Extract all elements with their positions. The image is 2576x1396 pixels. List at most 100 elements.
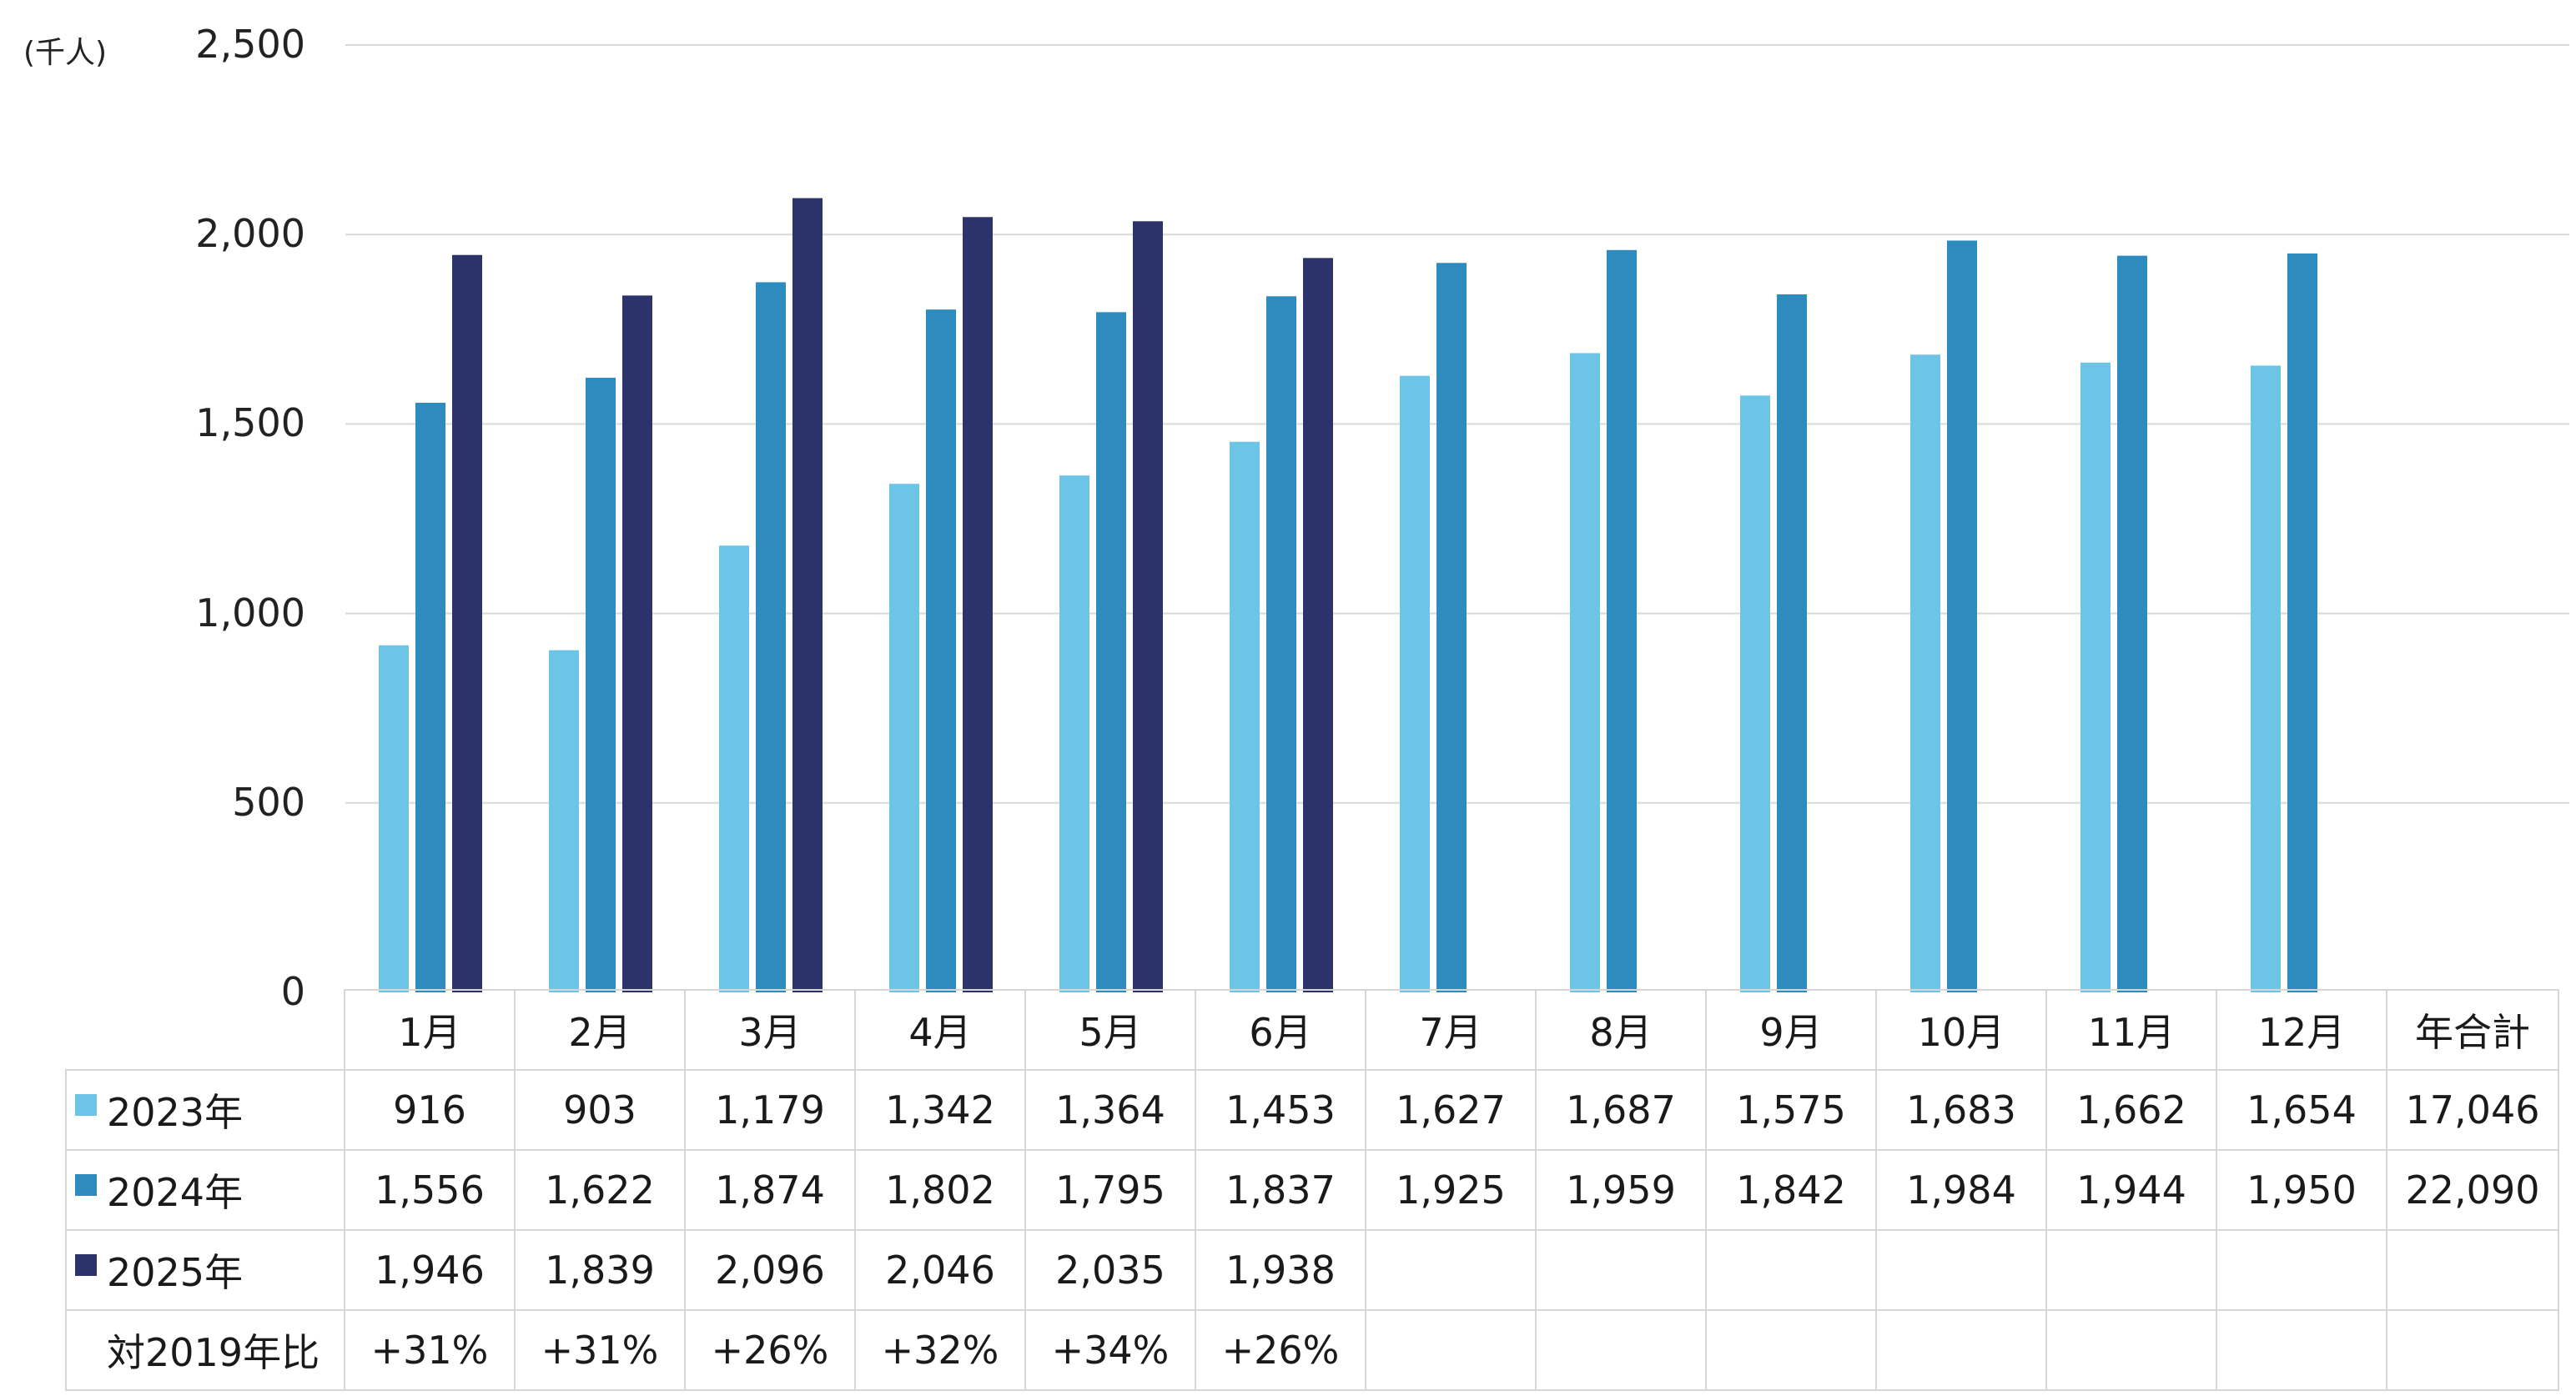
table-header-cell: 6月 [1195,989,1366,1071]
table-cell: +31% [344,1309,516,1391]
table-corner [66,990,345,1071]
data-table: 1月 2月 3月 4月 5月 6月 7月 8月 9月 10月 11月 12月 年合計 2023年 916 90… [65,989,2559,1391]
table-cell: 2,035 [1024,1229,1196,1311]
bar-2023年-11月 [2080,362,2111,992]
bar-2024年-11月 [2117,255,2147,992]
table-cell: 22,090 [2386,1149,2559,1231]
table-cell [2045,1309,2217,1391]
bar-2023年-9月 [1740,395,1770,992]
bar-2023年-1月 [379,645,409,992]
table-row-label: 2025年 [65,1229,345,1311]
bar-2024年-2月 [586,377,616,992]
table-header-row: 1月 2月 3月 4月 5月 6月 7月 8月 9月 10月 11月 12月 年合計 [66,989,2559,1071]
table-cell [1365,1309,1537,1391]
bar-2024年-5月 [1096,312,1126,992]
table-cell: 17,046 [2386,1069,2559,1151]
y-tick-label: 2,500 [195,22,305,67]
bar-2023年-12月 [2251,365,2281,992]
bar-2025年-6月 [1303,258,1333,992]
table-cell [1705,1229,1877,1311]
table-row-label: 対2019年比 [65,1309,345,1391]
table-cell [1875,1309,2047,1391]
legend-swatch-icon [75,1254,97,1276]
table-header-cell: 7月 [1365,989,1537,1071]
table-cell: 1,839 [514,1229,686,1311]
bar-2024年-12月 [2287,253,2317,992]
table-cell: 1,802 [854,1149,1026,1231]
table-row: 2024年 1,556 1,622 1,874 1,802 1,795 1,837 1,925… [65,1149,2559,1231]
table-row-label: 2023年 [65,1069,345,1151]
table-cell: 1,938 [1195,1229,1366,1311]
table-cell: 1,556 [344,1149,516,1231]
bar-2025年-5月 [1133,221,1163,992]
table-cell: 1,662 [2045,1069,2217,1151]
bars [379,198,2317,992]
table-header-cell: 5月 [1024,989,1196,1071]
table-cell [2045,1229,2217,1311]
bar-2023年-6月 [1230,441,1260,992]
y-tick-label: 2,000 [195,211,305,257]
table-cell: 1,946 [344,1229,516,1311]
bar-2025年-2月 [622,295,652,992]
table-header-cell: 4月 [854,989,1026,1071]
table-header-cell: 1月 [344,989,516,1071]
row-label-text: 2024年 [107,1170,244,1215]
table-cell [2386,1309,2559,1391]
table-cell: +26% [1195,1309,1366,1391]
row-label-text: 対2019年比 [107,1330,320,1375]
table-row: 対2019年比 +31% +31% +26% +32% +34% +26% [65,1309,2559,1391]
table-cell: 2,046 [854,1229,1026,1311]
table-cell: 1,179 [684,1069,856,1151]
table-cell: +31% [514,1309,686,1391]
bar-chart [345,44,2569,992]
bar-2024年-6月 [1266,296,1296,992]
bar-2024年-4月 [926,309,956,992]
table-cell: 1,842 [1705,1149,1877,1231]
table-cell: 1,364 [1024,1069,1196,1151]
table-cell: 1,342 [854,1069,1026,1151]
table-cell: 1,944 [2045,1149,2217,1231]
table-cell [1875,1229,2047,1311]
bar-2023年-10月 [1910,354,1940,992]
y-tick-label: 1,500 [195,400,305,446]
table-cell: 1,687 [1535,1069,1707,1151]
table-header-cell: 年合計 [2386,989,2559,1071]
table-cell: 1,925 [1365,1149,1537,1231]
bar-2023年-8月 [1570,353,1600,992]
bar-2023年-3月 [719,545,749,992]
table-cell: 1,622 [514,1149,686,1231]
row-label-text: 2025年 [107,1250,244,1295]
table-header-cell: 2月 [514,989,686,1071]
table-cell [2216,1229,2387,1311]
bar-2023年-5月 [1059,475,1089,992]
bar-2024年-7月 [1436,263,1467,992]
table-cell: +32% [854,1309,1026,1391]
bar-2025年-3月 [792,198,823,992]
table-cell: 916 [344,1069,516,1151]
table-cell: 1,874 [684,1149,856,1231]
table-cell [1705,1309,1877,1391]
table-header-cell: 11月 [2045,989,2217,1071]
table-row: 2023年 916 903 1,179 1,342 1,364 1,453 1,627 1,68… [65,1069,2559,1151]
table-cell: 1,950 [2216,1149,2387,1231]
bar-2023年-2月 [549,650,579,992]
table-cell: 1,984 [1875,1149,2047,1231]
table-cell [2386,1229,2559,1311]
bar-2025年-4月 [963,217,993,992]
table-cell: 1,627 [1365,1069,1537,1151]
bar-2024年-8月 [1607,249,1637,992]
bar-2025年-1月 [452,254,482,992]
table-cell: 1,959 [1535,1149,1707,1231]
bar-2024年-9月 [1777,294,1807,992]
bar-2023年-7月 [1400,375,1430,992]
y-tick-label: 1,000 [195,590,305,635]
table-cell [1535,1309,1707,1391]
table-cell: 1,654 [2216,1069,2387,1151]
table-cell: 1,453 [1195,1069,1366,1151]
table-cell [1365,1229,1537,1311]
table-header-cell: 3月 [684,989,856,1071]
table-cell [2216,1309,2387,1391]
table-header-cell: 8月 [1535,989,1707,1071]
bar-2024年-1月 [415,402,445,992]
bar-2023年-4月 [889,484,919,992]
